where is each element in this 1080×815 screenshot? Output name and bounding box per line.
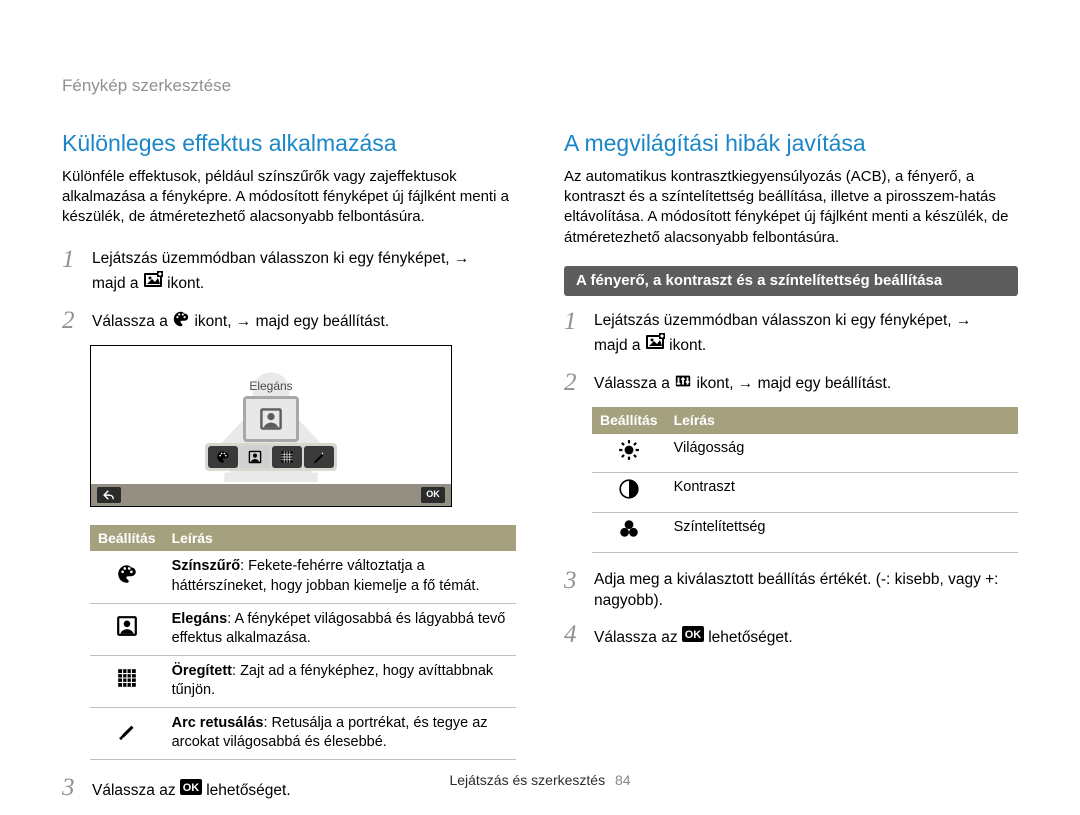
back-button[interactable]	[97, 487, 121, 503]
table-row: Elegáns: A fényképet világosabbá és lágy…	[90, 603, 516, 655]
effect-icon-row	[205, 443, 337, 471]
right-subheading: A fényerő, a kontraszt és a színtelített…	[564, 266, 1018, 296]
brush-icon[interactable]	[304, 446, 334, 468]
step-text: majd a	[92, 275, 143, 292]
step-number: 1	[564, 308, 594, 359]
grid-icon[interactable]	[272, 446, 302, 468]
effect-label: Elegáns	[249, 378, 292, 394]
option-name: Elegáns	[172, 611, 228, 627]
table-cell: Arc retusálás: Retusálja a portrékat, és…	[164, 707, 516, 759]
palette-icon[interactable]	[208, 446, 238, 468]
table-row: Kontraszt	[592, 473, 1018, 513]
two-column-layout: Különleges effektus alkalmazása Különfél…	[62, 128, 1018, 814]
step-body: Lejátszás üzemmódban válasszon ki egy fé…	[594, 308, 1018, 359]
table-cell: Színtelítettség	[666, 513, 1018, 553]
step-text: Válassza az	[594, 629, 682, 646]
table-cell: Világosság	[666, 434, 1018, 473]
left-steps: 1 Lejátszás üzemmódban válasszon ki egy …	[62, 246, 516, 335]
step-text: majd a	[594, 337, 645, 354]
step-body: Válassza a ikont, → majd egy beállítást.	[92, 307, 516, 335]
option-name: Arc retusálás	[172, 715, 264, 731]
screen-bottom-bar: OK	[91, 484, 451, 506]
table-row: Színtelítettség	[592, 513, 1018, 553]
left-title: Különleges effektus alkalmazása	[62, 128, 516, 159]
ok-icon	[682, 624, 704, 651]
contrast-icon	[592, 473, 666, 513]
sliders-icon	[674, 372, 692, 397]
manual-page: Fénykép szerkesztése Különleges effektus…	[0, 0, 1080, 815]
right-steps-cont: 3 Adja meg a kiválasztott beállítás érté…	[564, 567, 1018, 652]
table-header: Leírás	[164, 525, 516, 552]
table-row: Arc retusálás: Retusálja a portrékat, és…	[90, 707, 516, 759]
step-number: 3	[564, 567, 594, 612]
table-header-row: Beállítás Leírás	[592, 407, 1018, 434]
table-cell: Színszűrő: Fekete-fehérre változtatja a …	[164, 551, 516, 603]
ok-button[interactable]: OK	[421, 487, 445, 503]
step-number: 1	[62, 246, 92, 297]
step-body: Válassza az lehetőséget.	[594, 621, 1018, 651]
table-row: Öregített: Zajt ad a fényképhez, hogy av…	[90, 655, 516, 707]
table-header-row: Beállítás Leírás	[90, 525, 516, 552]
step-number: 4	[564, 621, 594, 651]
step-text: lehetőséget.	[708, 629, 792, 646]
portrait-icon	[90, 603, 164, 655]
step-text: ikont, → majd egy beállítást.	[696, 375, 891, 392]
step-number: 2	[564, 369, 594, 397]
table-cell: Elegáns: A fényképet világosabbá és lágy…	[164, 603, 516, 655]
right-options-table: Beállítás Leírás Világosság Kontraszt Sz…	[592, 407, 1018, 553]
step-text: ikont.	[167, 275, 204, 292]
step-text: Lejátszás üzemmódban válasszon ki egy fé…	[92, 250, 469, 267]
portrait-icon[interactable]	[240, 446, 270, 468]
left-options-table: Beállítás Leírás Színszűrő: Fekete-fehér…	[90, 525, 516, 760]
right-title: A megvilágítási hibák javítása	[564, 128, 1018, 159]
page-number: 84	[615, 772, 631, 788]
footer-section: Lejátszás és szerkesztés	[449, 772, 605, 788]
right-intro: Az automatikus kontrasztkiegyensúlyozás …	[564, 167, 1018, 248]
step-text: ikont.	[669, 337, 706, 354]
step-number: 2	[62, 307, 92, 335]
step-text: Válassza a	[92, 313, 172, 330]
step-text: Lejátszás üzemmódban válasszon ki egy fé…	[594, 312, 971, 329]
grid-icon	[90, 655, 164, 707]
step-body: Adja meg a kiválasztott beállítás értéké…	[594, 567, 1018, 612]
table-header: Beállítás	[592, 407, 666, 434]
option-name: Színszűrő	[172, 558, 240, 574]
step-text: ikont, → majd egy beállítást.	[194, 313, 389, 330]
effect-thumbnail	[243, 396, 299, 442]
brightness-icon	[592, 434, 666, 473]
breadcrumb: Fénykép szerkesztése	[62, 75, 1018, 98]
option-name: Öregített	[172, 663, 232, 679]
table-header: Leírás	[666, 407, 1018, 434]
brush-icon	[90, 707, 164, 759]
step-body: Lejátszás üzemmódban válasszon ki egy fé…	[92, 246, 516, 297]
table-header: Beállítás	[90, 525, 164, 552]
step-text: Válassza a	[594, 375, 674, 392]
step-body: Válassza a ikont, → majd egy beállítást.	[594, 369, 1018, 397]
left-intro: Különféle effektusok, például színszűrők…	[62, 167, 516, 228]
edit-image-icon	[645, 332, 665, 359]
table-cell: Kontraszt	[666, 473, 1018, 513]
palette-icon	[172, 310, 190, 335]
edit-image-icon	[143, 270, 163, 297]
camera-screen-mockup: Elegáns OK	[90, 345, 452, 507]
right-steps: 1 Lejátszás üzemmódban válasszon ki egy …	[564, 308, 1018, 397]
page-footer: Lejátszás és szerkesztés 84	[0, 771, 1080, 790]
table-row: Színszűrő: Fekete-fehérre változtatja a …	[90, 551, 516, 603]
palette-icon	[90, 551, 164, 603]
table-cell: Öregített: Zajt ad a fényképhez, hogy av…	[164, 655, 516, 707]
right-column: A megvilágítási hibák javítása Az automa…	[564, 128, 1018, 814]
left-column: Különleges effektus alkalmazása Különfél…	[62, 128, 516, 814]
table-row: Világosság	[592, 434, 1018, 473]
saturation-icon	[592, 513, 666, 553]
